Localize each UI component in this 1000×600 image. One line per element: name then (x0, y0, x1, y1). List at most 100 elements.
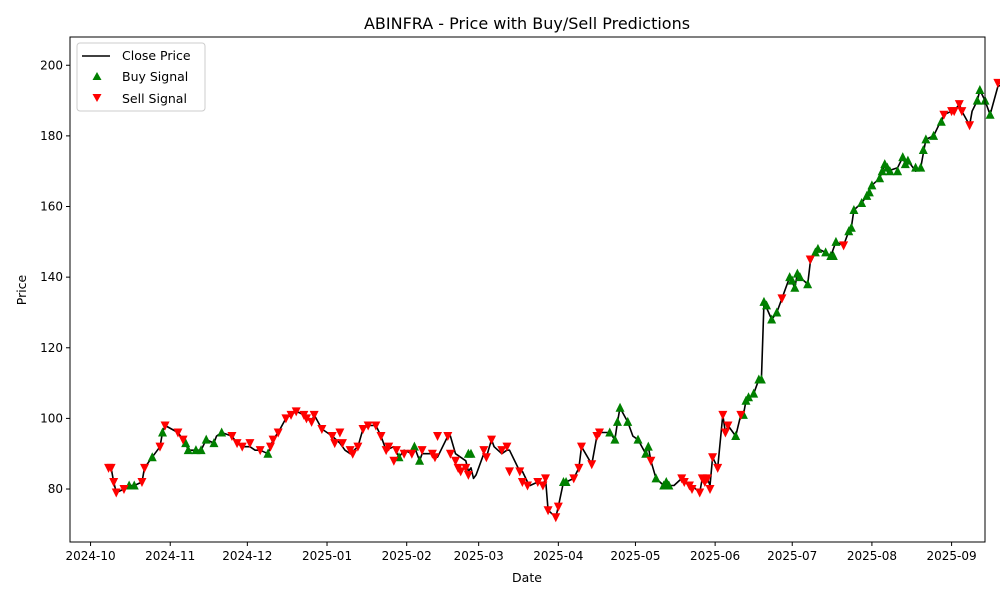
sell-marker-64 (533, 477, 543, 487)
buy-marker-76 (972, 95, 982, 105)
sell-marker-4 (119, 485, 129, 495)
buy-marker-74 (929, 130, 939, 140)
sell-marker-99 (957, 107, 967, 117)
sell-marker-55 (479, 446, 489, 456)
sell-marker-62 (517, 477, 527, 487)
sell-marker-90 (723, 421, 733, 431)
buy-marker-52 (828, 250, 838, 260)
sell-marker-16 (265, 442, 275, 452)
sell-marker-69 (553, 502, 563, 512)
sell-marker-95 (939, 110, 949, 120)
sell-marker-89 (720, 428, 730, 438)
sell-marker-71 (574, 463, 584, 473)
sell-marker-2 (109, 477, 119, 487)
buy-marker-69 (903, 155, 913, 165)
sell-marker-6 (140, 463, 150, 473)
sell-marker-12 (232, 439, 242, 449)
y-tick-label-4: 160 (40, 200, 63, 214)
legend-box (76, 42, 206, 112)
buy-marker-72 (918, 145, 928, 155)
y-tick-label-5: 180 (40, 129, 63, 143)
sell-marker-60 (505, 467, 515, 477)
sell-marker-80 (687, 485, 697, 495)
buy-marker-24 (633, 434, 643, 444)
buy-marker-19 (605, 427, 615, 437)
buy-marker-62 (877, 166, 887, 176)
sell-marker-40 (389, 456, 399, 466)
sell-marker-63 (523, 481, 532, 491)
x-tick-label-9: 2025-07 (767, 549, 817, 563)
buy-marker-61 (875, 173, 885, 183)
sell-marker-34 (358, 424, 368, 434)
sell-marker-56 (481, 453, 491, 463)
buy-marker-14 (415, 455, 425, 465)
sell-marker-25 (309, 410, 319, 420)
sell-marker-66 (540, 474, 550, 484)
sell-marker-50 (451, 456, 461, 466)
buy-marker-47 (803, 279, 813, 289)
x-tick-label-4: 2025-02 (382, 549, 432, 563)
sell-marker-53 (461, 463, 471, 473)
buy-marker-21 (612, 416, 622, 426)
sell-marker-5 (137, 477, 147, 487)
legend-buy-marker (92, 72, 102, 80)
sell-marker-15 (255, 446, 265, 456)
sell-marker-24 (307, 417, 317, 427)
sell-marker-14 (245, 439, 255, 449)
sell-marker-27 (327, 432, 337, 442)
x-tick-label-11: 2025-09 (927, 549, 977, 563)
y-tick-label-6: 200 (40, 58, 63, 72)
sell-marker-58 (497, 446, 507, 456)
sell-marker-35 (363, 421, 373, 431)
x-tick-label-7: 2025-05 (610, 549, 660, 563)
sell-marker-8 (160, 421, 170, 431)
sell-marker-100 (965, 121, 975, 131)
sell-marker-43 (407, 449, 417, 459)
buy-marker-10 (217, 427, 227, 437)
x-tick-label-0: 2024-10 (65, 549, 115, 563)
buy-marker-56 (849, 205, 859, 215)
buy-marker-22 (615, 402, 625, 412)
x-tick-label-2: 2024-12 (222, 549, 272, 563)
buy-marker-57 (857, 197, 867, 207)
buy-marker-65 (885, 166, 895, 176)
sell-marker-30 (337, 439, 347, 449)
buy-marker-35 (749, 388, 759, 398)
sell-marker-93 (805, 255, 815, 265)
x-tick-label-8: 2025-06 (690, 549, 740, 563)
sell-marker-37 (376, 432, 386, 442)
sell-marker-20 (286, 410, 296, 420)
buy-marker-23 (623, 416, 633, 426)
sell-marker-18 (273, 428, 283, 438)
buy-marker-44 (790, 282, 800, 292)
buy-marker-4 (181, 438, 191, 448)
sell-marker-3 (111, 488, 121, 498)
buy-marker-3 (158, 427, 168, 437)
buy-marker-40 (767, 314, 777, 324)
plot-frame (69, 36, 986, 543)
buy-marker-73 (921, 134, 931, 144)
x-axis-title: Date (512, 570, 542, 585)
sell-marker-87 (713, 463, 723, 473)
sell-marker-85 (705, 485, 715, 495)
buy-marker-55 (846, 222, 856, 232)
x-tick-label-5: 2025-03 (454, 549, 504, 563)
sell-marker-75 (594, 428, 604, 438)
buy-marker-16 (466, 448, 476, 458)
sell-marker-9 (173, 428, 183, 438)
x-tick-label-1: 2024-11 (145, 549, 195, 563)
sell-marker-13 (237, 442, 247, 452)
buy-marker-30 (664, 480, 674, 490)
sell-marker-97 (949, 107, 959, 117)
sell-marker-59 (502, 442, 512, 452)
buy-marker-8 (201, 434, 211, 444)
buy-marker-49 (813, 243, 823, 253)
buy-marker-34 (744, 392, 754, 402)
y-tick-label-1: 100 (40, 411, 63, 425)
sell-marker-84 (702, 474, 712, 484)
sell-marker-36 (371, 421, 381, 431)
buy-marker-27 (651, 473, 661, 483)
sell-marker-10 (178, 435, 188, 445)
sell-marker-23 (301, 414, 311, 424)
